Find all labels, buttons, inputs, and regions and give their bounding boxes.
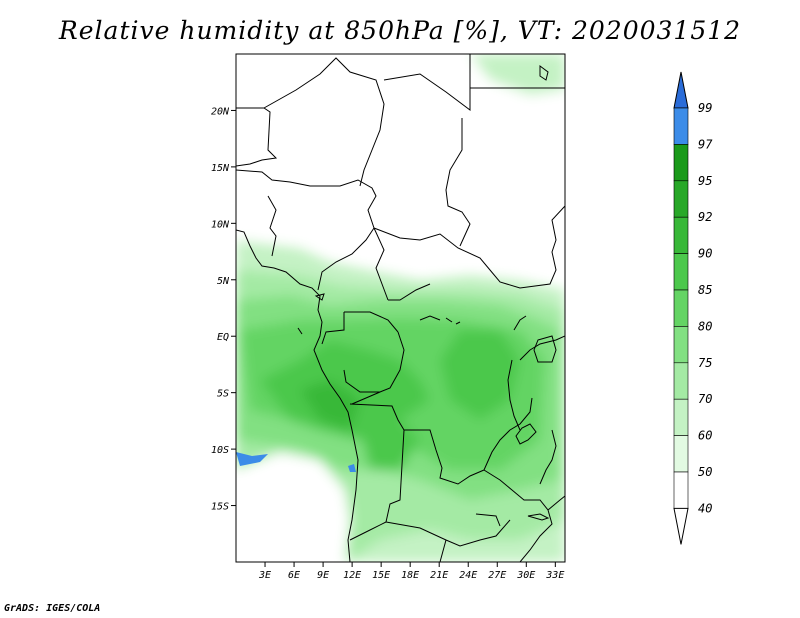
lat-tick-label: 5N [217,276,230,287]
colorbar-label: 90 [698,247,712,261]
lat-tick-label: 5S [217,389,229,400]
colorbar-label: 85 [698,283,712,297]
map-frame [235,53,566,563]
lat-tick-label: 10S [211,445,229,456]
colorbar-label: 75 [698,356,712,370]
colorbar-label: 99 [698,101,712,115]
colorbar-label: 50 [698,465,712,479]
humidity-map: 3E 6E 9E 12E 15E 18E 21E 24E 27E 30E 33E 20N 15N 10N 5… [211,53,713,581]
colorbar-segment [673,216,689,254]
lon-tick-label: 33E [545,570,564,581]
colorbar-top-arrow [673,71,689,109]
colorbar-label: 60 [698,429,712,443]
colorbar: 99 97 95 92 90 85 80 75 70 60 50 40 [673,71,713,545]
chart-title: Relative humidity at 850hPa [%], VT: 202… [58,16,742,45]
colorbar-label: 80 [698,319,712,333]
lat-tick-label: 10N [211,219,230,230]
colorbar-segment [673,107,689,145]
colorbar-label: 70 [698,392,712,406]
colorbar-segment [673,326,689,364]
lat-tick-label: 15S [211,502,229,513]
grads-credit: GrADS: IGES/COLA [4,603,101,614]
colorbar-label: 92 [698,210,712,224]
colorbar-segment [673,471,689,509]
lon-tick-label: 12E [343,570,361,581]
colorbar-segment [673,253,689,291]
colorbar-segment [673,398,689,436]
colorbar-segment [673,435,689,473]
colorbar-segment [673,289,689,327]
colorbar-segment [673,362,689,400]
lon-tick-label: 6E [288,570,300,581]
lon-tick-label: 3E [258,570,271,581]
colorbar-bottom-arrow [673,507,689,545]
colorbar-segment [673,180,689,218]
lat-tick-label: 20N [211,106,230,117]
humidity-field [236,54,565,562]
lon-tick-label: 18E [401,570,419,581]
colorbar-label: 97 [698,137,713,151]
lat-tick-label: 15N [211,163,230,174]
lon-tick-label: 21E [430,570,448,581]
lon-tick-label: 24E [459,570,477,581]
colorbar-label: 95 [698,174,712,188]
axis-ticks: 3E 6E 9E 12E 15E 18E 21E 24E 27E 30E 33E 20N 15N 10N 5… [211,106,564,581]
lat-tick-label: EQ [217,332,229,343]
lon-tick-label: 9E [317,570,329,581]
colorbar-segment [673,144,689,182]
country-borders [236,54,565,562]
lon-tick-label: 27E [488,570,506,581]
lon-tick-label: 15E [372,570,390,581]
colorbar-label: 40 [698,501,712,515]
lon-tick-label: 30E [516,570,535,581]
